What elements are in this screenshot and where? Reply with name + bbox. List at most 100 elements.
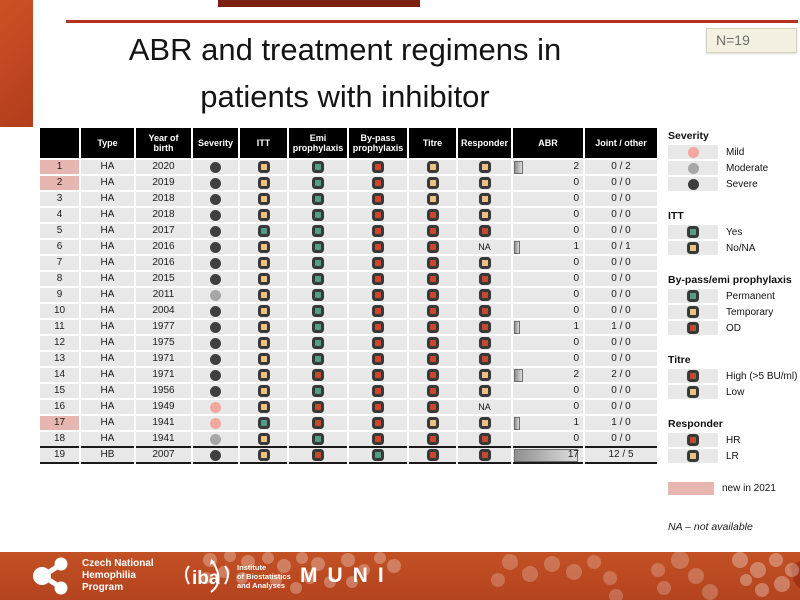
cell-severity: [193, 416, 238, 430]
legend-item-label: Temporary: [726, 306, 774, 318]
cell-type: HA: [81, 352, 134, 366]
cell-responder: [458, 336, 511, 350]
cell-type: HA: [81, 256, 134, 270]
legend-section-titre: Titre High (>5 BU/ml) Low: [668, 354, 800, 399]
legend-item: Low: [668, 385, 800, 399]
cell-responder: [458, 272, 511, 286]
legend-swatch-cell: [668, 449, 718, 463]
cell-titre: [409, 256, 456, 270]
cell-row-number: 17: [40, 416, 79, 430]
cell-titre: [409, 176, 456, 190]
severity-dot: [210, 321, 221, 333]
cell-titre: [409, 384, 456, 398]
column-header-abr: ABR: [513, 128, 583, 158]
cell-responder: [458, 208, 511, 222]
cell-joint-other: 0 / 0: [585, 224, 657, 238]
abr-value: 1: [573, 321, 579, 332]
header-line: Emi: [309, 133, 327, 143]
iba-line3: and Analyses: [237, 580, 286, 590]
legend-item-label: No/NA: [726, 242, 756, 254]
iba-logo: iba Institute of Biostatistics and Analy…: [181, 556, 291, 596]
cell-year-of-birth: 1971: [136, 368, 191, 382]
cell-responder-marker: [478, 161, 491, 173]
cell-titre: [409, 336, 456, 350]
column-header-joint-other: Joint / other: [585, 128, 657, 158]
cell-itt-marker: [257, 209, 270, 221]
legend-section-by-pass-emi-prophylaxis: By-pass/emi prophylaxis Permanent Temporar…: [668, 274, 800, 335]
cell-abr: 1: [513, 416, 583, 430]
severity-dot: [210, 273, 221, 285]
cell-bypass-prophylaxis-marker: [372, 401, 384, 413]
legend-item-label: HR: [726, 434, 741, 446]
legend-item: Severe: [668, 177, 800, 191]
cell-joint-other: 0 / 0: [585, 336, 657, 350]
cell-titre-marker: [426, 433, 439, 445]
cell-itt: [240, 320, 287, 334]
cell-emi-prophylaxis: [289, 208, 347, 222]
cell-severity: [193, 352, 238, 366]
cell-titre-marker: [426, 241, 439, 253]
cell-emi-prophylaxis: [289, 304, 347, 318]
legend-section-title: By-pass/emi prophylaxis: [668, 274, 792, 286]
cell-titre: [409, 208, 456, 222]
legend-section-title: Responder: [668, 418, 723, 430]
cell-responder: NA: [458, 400, 511, 414]
cnhp-line2: Hemophilia: [82, 570, 136, 581]
cell-type: HA: [81, 160, 134, 174]
cell-row-number: 10: [40, 304, 79, 318]
cell-emi-prophylaxis-marker: [312, 225, 324, 237]
iba-line1: Institute: [237, 562, 267, 572]
muni-logo: MUNI: [300, 564, 394, 587]
legend-swatch-cell: [668, 385, 718, 399]
cell-titre-marker: [426, 257, 439, 269]
cell-responder: [458, 416, 511, 430]
cell-abr: 0: [513, 176, 583, 190]
legend-section-title: ITT: [668, 210, 684, 222]
cell-responder: [458, 432, 511, 446]
severity-dot: [210, 433, 221, 445]
legend-item: No/NA: [668, 241, 800, 255]
cell-joint-other: 0 / 0: [585, 272, 657, 286]
iba-logo-text: Institute of Biostatistics and Analyses: [237, 563, 291, 590]
cell-titre-marker: [426, 321, 439, 333]
cell-type: HB: [81, 448, 134, 462]
legend-no-na-marker: [687, 242, 699, 254]
abr-value: 0: [573, 209, 579, 220]
cell-itt: [240, 240, 287, 254]
legend-swatch-cell: [668, 369, 718, 383]
cell-bypass-prophylaxis-marker: [372, 257, 384, 269]
cell-bypass-prophylaxis: [349, 192, 407, 206]
cell-year-of-birth: 1941: [136, 416, 191, 430]
cell-itt-marker: [257, 305, 270, 317]
cell-abr: 17: [513, 448, 583, 462]
abr-value: 0: [573, 385, 579, 396]
cell-abr: 0: [513, 256, 583, 270]
cell-itt: [240, 272, 287, 286]
legend-item-label: Severe: [726, 178, 758, 190]
cell-emi-prophylaxis-marker: [312, 417, 324, 429]
abr-value: 0: [573, 273, 579, 284]
legend-item: OD: [668, 321, 800, 335]
cell-type: HA: [81, 320, 134, 334]
legend-section-itt: ITT Yes No/NA: [668, 210, 800, 255]
header-line: ITT: [256, 138, 271, 148]
cell-year-of-birth: 1975: [136, 336, 191, 350]
legend-item: Mild: [668, 145, 800, 159]
cell-titre-marker: [426, 289, 439, 301]
na-text: NA: [478, 242, 491, 252]
cell-joint-other: 12 / 5: [585, 448, 657, 462]
cell-severity: [193, 288, 238, 302]
cell-responder-marker: [478, 177, 491, 189]
cell-row-number: 15: [40, 384, 79, 398]
cell-row-number: 6: [40, 240, 79, 254]
legend-temporary-marker: [687, 306, 699, 318]
cell-severity: [193, 256, 238, 270]
cell-joint-other: 0 / 0: [585, 192, 657, 206]
abr-value: 1: [573, 417, 579, 428]
cell-emi-prophylaxis: [289, 272, 347, 286]
header-line: prophylaxis: [292, 143, 344, 153]
severity-dot: [210, 289, 221, 301]
iba-line2: of Biostatistics: [237, 571, 291, 581]
cell-joint-other: 0 / 2: [585, 160, 657, 174]
